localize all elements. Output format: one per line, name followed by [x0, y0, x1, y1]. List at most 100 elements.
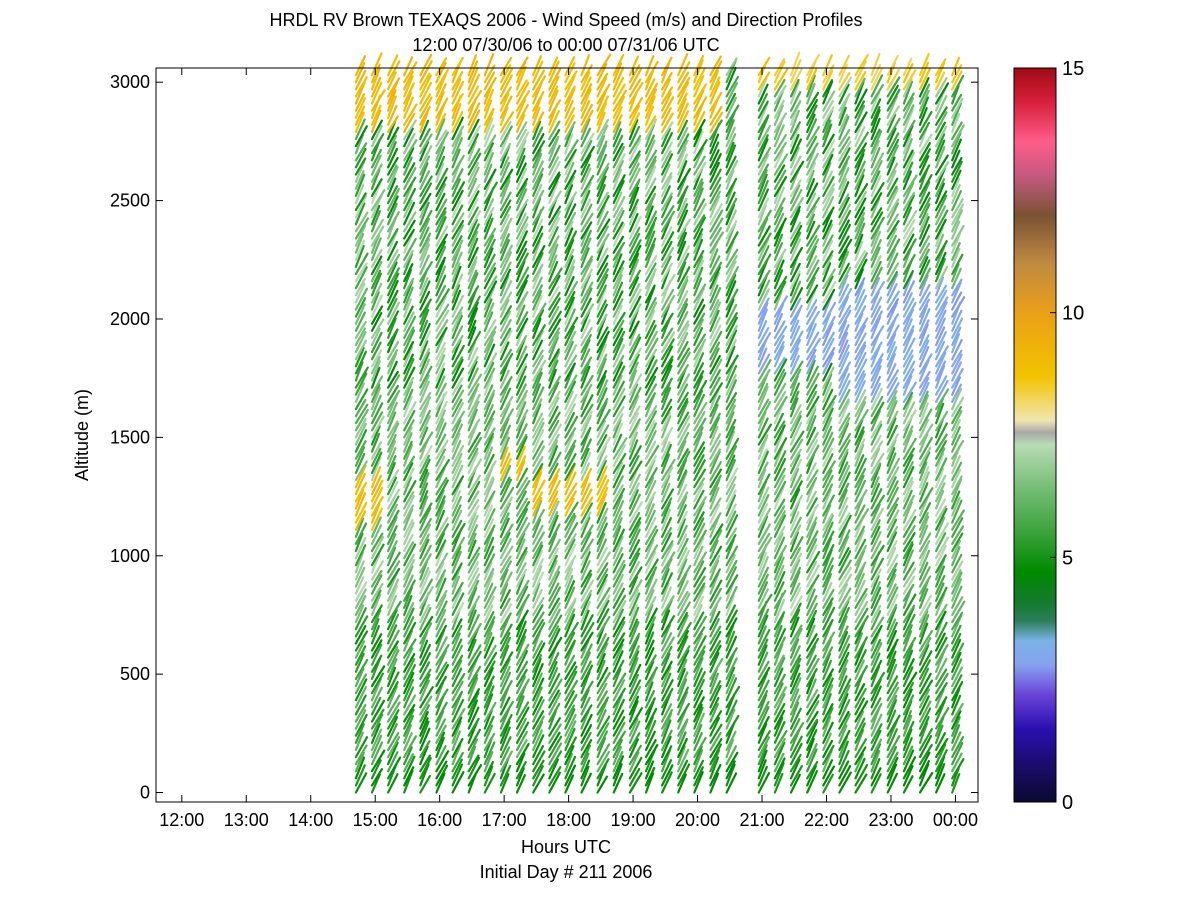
wind-barb: [806, 161, 817, 183]
wind-barb: [548, 274, 561, 297]
wind-barb: [580, 752, 590, 773]
wind-barb: [354, 311, 366, 332]
wind-barb: [660, 712, 673, 737]
wind-barb: [934, 317, 946, 339]
wind-barb: [951, 84, 960, 105]
wind-barb: [822, 652, 832, 673]
wind-barb: [532, 715, 545, 737]
wind-barb: [709, 226, 723, 247]
wind-barb: [596, 573, 609, 595]
wind-barb: [934, 582, 945, 602]
wind-barb: [370, 294, 383, 318]
wind-barb: [677, 580, 689, 602]
wind-barb: [789, 51, 801, 77]
wind-barb: [354, 460, 368, 482]
wind-barb: [951, 74, 965, 98]
wind-barb: [757, 232, 772, 254]
wind-barb: [596, 546, 608, 567]
wind-barb: [725, 566, 738, 588]
wind-barb: [677, 448, 689, 467]
wind-barb: [660, 501, 672, 524]
wind-barb: [515, 609, 529, 631]
wind-barb: [660, 636, 675, 659]
wind-barb: [435, 477, 448, 496]
wind-barb: [822, 521, 834, 546]
wind-barb: [789, 753, 802, 773]
wind-barb: [806, 594, 818, 617]
wind-barb: [806, 407, 817, 432]
wind-barb: [677, 564, 692, 588]
wind-barb: [387, 349, 399, 368]
wind-barb: [387, 228, 399, 247]
wind-barb: [467, 638, 477, 659]
wind-barb: [806, 431, 819, 453]
wind-barb: [403, 769, 414, 794]
wind-barb: [709, 141, 720, 162]
wind-barb: [451, 716, 463, 737]
wind-barb: [677, 126, 689, 148]
wind-barb: [354, 422, 367, 446]
wind-barb: [886, 333, 897, 354]
wind-barb: [934, 688, 945, 709]
wind-barb: [644, 155, 657, 176]
wind-barb: [644, 410, 658, 432]
wind-barb: [644, 392, 657, 411]
wind-barb: [870, 723, 883, 744]
wind-barb: [660, 294, 676, 318]
wind-barb: [532, 403, 542, 425]
wind-barb: [354, 703, 367, 723]
wind-barb: [934, 554, 947, 574]
wind-barb: [435, 448, 446, 467]
wind-barb: [644, 205, 654, 226]
wind-barb: [644, 509, 656, 531]
wind-barb: [387, 60, 401, 84]
wind-barb: [709, 448, 722, 467]
wind-barb: [419, 226, 430, 247]
wind-barb: [435, 701, 448, 723]
wind-barb: [870, 604, 882, 624]
wind-barb: [838, 422, 850, 446]
wind-barb: [789, 160, 805, 183]
wind-barb: [725, 534, 737, 553]
wind-barb: [435, 439, 449, 460]
wind-barb: [757, 124, 772, 148]
wind-barb: [757, 417, 769, 439]
wind-barb: [854, 222, 866, 247]
wind-barb: [580, 688, 590, 709]
wind-barb: [951, 242, 961, 261]
wind-barb: [806, 503, 819, 524]
wind-barb: [564, 533, 577, 553]
wind-barb: [934, 643, 949, 666]
wind-barb: [467, 480, 481, 503]
wind-barb: [532, 745, 545, 766]
wind-barb: [515, 266, 530, 290]
wind-barb: [725, 708, 736, 730]
chart-title: HRDL RV Brown TEXAQS 2006 - Wind Speed (…: [270, 10, 863, 30]
wind-barb: [532, 245, 546, 268]
wind-barb: [789, 304, 803, 325]
wind-barb: [467, 347, 479, 368]
wind-barb: [854, 600, 869, 624]
wind-barb: [612, 525, 622, 546]
wind-barb: [580, 247, 590, 268]
wind-barb: [693, 250, 705, 268]
wind-barb: [419, 358, 431, 382]
wind-barb: [918, 771, 934, 794]
wind-barb: [628, 552, 641, 574]
wind-barb: [789, 325, 801, 347]
wind-barb: [660, 709, 674, 730]
wind-barb: [693, 259, 705, 283]
wind-barb: [693, 178, 704, 197]
wind-barb: [612, 535, 624, 560]
wind-barb: [951, 710, 962, 730]
wind-barb: [773, 412, 785, 432]
wind-barb: [838, 209, 852, 233]
wind-barb: [499, 402, 511, 425]
wind-barb: [370, 189, 386, 212]
wind-barb: [435, 573, 445, 595]
wind-barb: [483, 453, 495, 474]
wind-barb: [370, 383, 381, 403]
wind-barb: [822, 715, 832, 737]
wind-barb: [677, 275, 689, 297]
wind-barb: [693, 489, 705, 510]
